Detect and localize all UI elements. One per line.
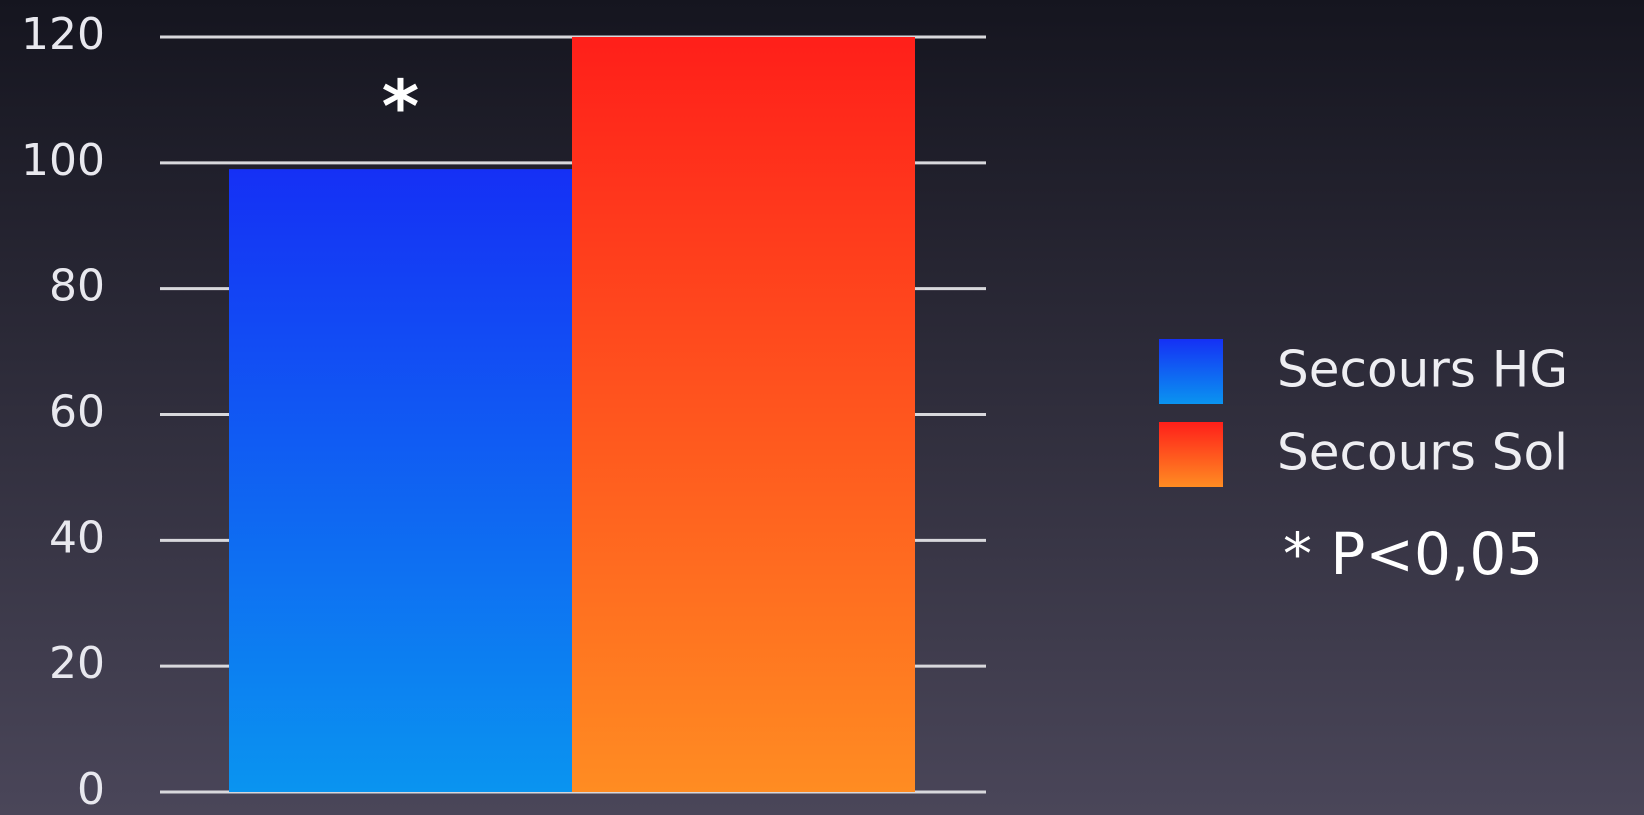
- legend-swatch: [1159, 339, 1223, 404]
- y-tick-label: 60: [49, 387, 105, 438]
- legend-swatch: [1159, 422, 1223, 487]
- y-tick-label: 100: [21, 135, 105, 186]
- y-tick-label: 80: [49, 261, 105, 312]
- significance-star: *: [382, 65, 420, 149]
- y-tick-label: 120: [21, 9, 105, 60]
- legend-label: Secours Sol: [1277, 424, 1568, 482]
- y-tick-label: 0: [77, 764, 105, 815]
- bar: [229, 169, 572, 792]
- y-tick-label: 40: [49, 512, 105, 563]
- significance-note: * P<0,05: [1283, 520, 1543, 588]
- y-tick-label: 20: [49, 638, 105, 689]
- bar: [572, 37, 915, 792]
- legend-label: Secours HG: [1277, 341, 1568, 399]
